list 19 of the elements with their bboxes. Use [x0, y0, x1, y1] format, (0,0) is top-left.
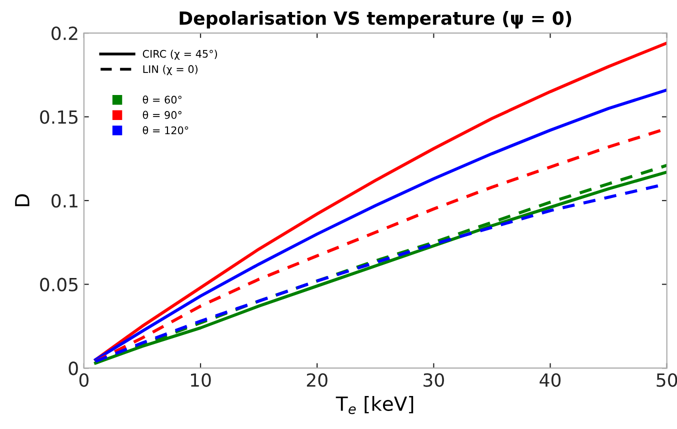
- y-tick-label: 0.1: [52, 194, 78, 208]
- x-axis-title: T$_{e}$ [keV]: [336, 396, 414, 414]
- y-tick-label: 0.15: [40, 110, 78, 124]
- y-tick-label: 0.2: [52, 26, 78, 40]
- x-tick-label: 20: [306, 373, 328, 387]
- annotation: LIN (χ = 0): [143, 65, 198, 76]
- x-tick-label: 0: [79, 373, 88, 387]
- y-tick-label: 0: [68, 362, 78, 376]
- x-tick-label: 40: [540, 373, 561, 387]
- annotation: CIRC (χ = 45°): [142, 50, 217, 60]
- chart-title: Depolarisation VS temperature (ψ = 0): [180, 10, 572, 28]
- x-tick-label: 30: [424, 373, 444, 387]
- annotation: θ = 90°: [142, 110, 182, 119]
- y-axis-title: D: [15, 194, 30, 206]
- x-tick-label: 50: [656, 373, 677, 387]
- x-tick-label: 10: [191, 373, 211, 387]
- annotation: θ = 120°: [142, 126, 188, 134]
- annotation: θ = 60°: [142, 95, 182, 104]
- y-tick-label: 0.05: [40, 278, 78, 292]
